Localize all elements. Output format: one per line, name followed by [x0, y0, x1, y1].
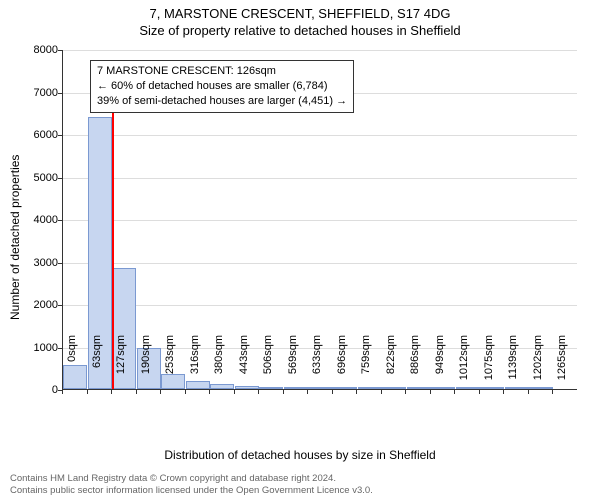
y-tick-mark: [58, 135, 62, 136]
x-tick-label: 253sqm: [164, 335, 176, 395]
annotation-box: 7 MARSTONE CRESCENT: 126sqm ← 60% of det…: [90, 60, 354, 113]
y-tick-label: 4000: [18, 214, 58, 226]
y-tick-mark: [58, 93, 62, 94]
x-tick-label: 1075sqm: [483, 335, 495, 395]
y-tick-mark: [58, 305, 62, 306]
y-tick-label: 0: [18, 384, 58, 396]
y-tick-label: 5000: [18, 172, 58, 184]
x-tick-mark: [454, 390, 455, 394]
x-tick-label: 696sqm: [336, 335, 348, 395]
x-tick-mark: [185, 390, 186, 394]
x-tick-mark: [405, 390, 406, 394]
annotation-line-larger: 39% of semi-detached houses are larger (…: [97, 94, 347, 109]
x-tick-label: 506sqm: [262, 335, 274, 395]
x-tick-mark: [552, 390, 553, 394]
y-tick-label: 6000: [18, 129, 58, 141]
x-tick-label: 569sqm: [287, 335, 299, 395]
y-tick-label: 2000: [18, 299, 58, 311]
y-tick-mark: [58, 220, 62, 221]
annotation-line-property: 7 MARSTONE CRESCENT: 126sqm: [97, 64, 347, 79]
x-tick-label: 633sqm: [311, 335, 323, 395]
y-tick-label: 7000: [18, 87, 58, 99]
x-tick-label: 0sqm: [66, 335, 78, 395]
x-tick-label: 822sqm: [385, 335, 397, 395]
grid-line: [63, 178, 577, 179]
x-tick-label: 443sqm: [238, 335, 250, 395]
x-tick-label: 886sqm: [409, 335, 421, 395]
x-tick-mark: [356, 390, 357, 394]
x-tick-mark: [111, 390, 112, 394]
x-tick-mark: [234, 390, 235, 394]
y-tick-mark: [58, 263, 62, 264]
grid-line: [63, 220, 577, 221]
x-tick-label: 63sqm: [91, 335, 103, 395]
x-tick-mark: [136, 390, 137, 394]
x-tick-mark: [307, 390, 308, 394]
x-tick-mark: [528, 390, 529, 394]
chart-title-description: Size of property relative to detached ho…: [0, 21, 600, 38]
x-tick-label: 316sqm: [189, 335, 201, 395]
x-tick-mark: [503, 390, 504, 394]
annotation-line-smaller: ← 60% of detached houses are smaller (6,…: [97, 79, 347, 94]
x-tick-label: 1012sqm: [458, 335, 470, 395]
y-tick-mark: [58, 50, 62, 51]
grid-line: [63, 263, 577, 264]
x-tick-label: 1265sqm: [556, 335, 568, 395]
footer-attribution: Contains HM Land Registry data © Crown c…: [10, 473, 590, 496]
x-tick-mark: [258, 390, 259, 394]
x-tick-mark: [332, 390, 333, 394]
x-tick-mark: [209, 390, 210, 394]
x-tick-label: 1202sqm: [532, 335, 544, 395]
grid-line: [63, 50, 577, 51]
y-tick-mark: [58, 348, 62, 349]
chart-title-address: 7, MARSTONE CRESCENT, SHEFFIELD, S17 4DG: [0, 0, 600, 21]
x-axis-label: Distribution of detached houses by size …: [0, 448, 600, 462]
x-tick-label: 190sqm: [140, 335, 152, 395]
x-tick-label: 380sqm: [213, 335, 225, 395]
grid-line: [63, 305, 577, 306]
x-tick-mark: [283, 390, 284, 394]
x-tick-label: 949sqm: [434, 335, 446, 395]
x-tick-mark: [62, 390, 63, 394]
x-tick-label: 127sqm: [115, 335, 127, 395]
x-tick-mark: [87, 390, 88, 394]
x-tick-label: 1139sqm: [507, 335, 519, 395]
y-tick-mark: [58, 178, 62, 179]
x-tick-mark: [430, 390, 431, 394]
x-tick-mark: [479, 390, 480, 394]
x-tick-mark: [160, 390, 161, 394]
x-tick-label: 759sqm: [360, 335, 372, 395]
property-marker-line: [112, 75, 114, 390]
y-tick-label: 3000: [18, 257, 58, 269]
grid-line: [63, 135, 577, 136]
y-tick-label: 1000: [18, 342, 58, 354]
x-tick-mark: [381, 390, 382, 394]
y-tick-label: 8000: [18, 44, 58, 56]
footer-line-2: Contains public sector information licen…: [10, 485, 590, 496]
footer-line-1: Contains HM Land Registry data © Crown c…: [10, 473, 590, 484]
